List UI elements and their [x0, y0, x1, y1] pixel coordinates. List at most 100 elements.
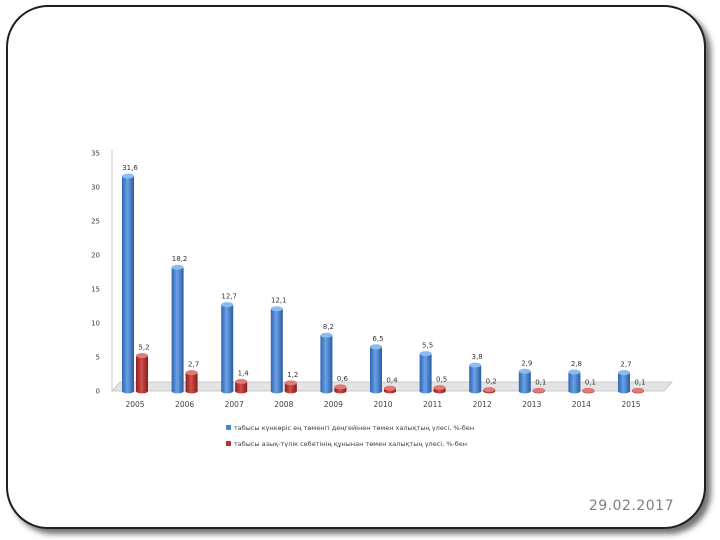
bar-top-cap [433, 385, 446, 391]
x-tick-label: 2009 [324, 400, 343, 409]
bar-top-cap [582, 387, 595, 393]
bar-top-cap [270, 306, 283, 312]
bar-series-1 [122, 176, 134, 391]
bar-base-cap [270, 388, 283, 394]
bar-top-cap [235, 378, 248, 384]
x-tick-label: 2015 [621, 400, 640, 409]
data-label: 0,6 [337, 375, 349, 383]
bar-series-1 [419, 353, 432, 391]
bar-series-2 [136, 355, 148, 391]
bar-top-cap [370, 344, 382, 350]
bar-base-cap [518, 388, 531, 394]
data-label: 1,4 [238, 369, 250, 377]
x-tick-label: 2012 [473, 400, 492, 409]
data-label: 5,2 [138, 344, 149, 352]
bar-base-cap [284, 388, 297, 394]
data-label: 0,1 [585, 378, 596, 386]
bar-top-cap [469, 362, 482, 368]
data-label: 0,1 [535, 378, 546, 386]
y-tick-label: 35 [91, 150, 100, 158]
bar-series-2 [284, 382, 297, 391]
data-label: 2,7 [620, 361, 631, 369]
data-label: 6,5 [372, 335, 383, 343]
data-label: 2,8 [571, 360, 582, 368]
bar-top-cap [136, 353, 148, 359]
x-tick-label: 2007 [225, 400, 244, 409]
bar-base-cap [235, 388, 248, 394]
data-label: 12,7 [221, 293, 237, 301]
bar-top-cap [334, 384, 347, 390]
y-tick-label: 10 [91, 320, 100, 328]
bar-top-cap [122, 173, 134, 179]
bar-series-1 [618, 372, 630, 391]
bar-base-cap [221, 388, 234, 394]
x-tick-label: 2010 [373, 400, 392, 409]
y-axis-ticks: 0 5 10 15 20 25 30 35 [91, 150, 100, 396]
x-axis-ticks: 2005 2006 2007 2008 2009 2010 2011 2012 2013 2014… [125, 400, 640, 409]
bar-top-cap [632, 387, 644, 393]
bar-top-cap [419, 351, 432, 357]
data-label: 2,9 [521, 359, 532, 367]
bar-base-cap [136, 388, 148, 394]
bar-base-cap [568, 388, 581, 394]
y-tick-label: 25 [91, 218, 100, 226]
bar-series-1 [171, 267, 184, 391]
x-tick-label: 2005 [125, 400, 144, 409]
bar-top-cap [618, 370, 630, 376]
y-tick-label: 15 [91, 286, 100, 294]
data-label: 0,4 [386, 376, 398, 384]
bar-top-cap [532, 387, 545, 393]
bar-series-1 [270, 308, 283, 391]
bar-series-1 [370, 346, 382, 391]
bar-base-cap [334, 388, 347, 394]
data-label: 18,2 [172, 255, 188, 263]
bar-top-cap [221, 302, 234, 308]
legend-label-series-2: табысы азық-түлік себетінің құнынан төме… [234, 440, 467, 448]
x-tick-label: 2011 [423, 400, 442, 409]
legend-swatch-series-1 [226, 425, 231, 430]
bar-series-1 [221, 304, 234, 391]
bar-base-cap [122, 388, 134, 394]
bar-series-1 [469, 365, 482, 391]
bars-group [122, 173, 644, 394]
value-labels: 31,6 5,2 18,2 2,7 12,7 1,4 12,1 1,2 8,2 0,6 6,5 0,4… [122, 164, 645, 386]
x-tick-label: 2013 [522, 400, 541, 409]
legend: табысы күнкөріс ең төменгі деңгейінен тө… [226, 424, 474, 448]
bar-series-1 [518, 371, 531, 391]
data-label: 5,5 [422, 342, 433, 350]
data-label: 2,7 [188, 361, 199, 369]
data-label: 31,6 [122, 164, 138, 172]
x-tick-label: 2006 [175, 400, 194, 409]
bar-series-1 [320, 335, 333, 391]
x-tick-label: 2008 [274, 400, 293, 409]
legend-swatch-series-2 [226, 441, 231, 446]
bar-base-cap [419, 388, 432, 394]
bar-top-cap [483, 387, 496, 393]
x-tick-label: 2014 [572, 400, 591, 409]
data-label: 0,2 [486, 378, 497, 386]
bar-top-cap [384, 385, 396, 391]
bar-base-cap [469, 388, 482, 394]
bar-base-cap [171, 388, 184, 394]
slide-date: 29.02.2017 [588, 498, 674, 514]
y-tick-label: 20 [91, 252, 100, 260]
bar-top-cap [171, 264, 184, 270]
bar-top-cap [185, 370, 198, 376]
y-tick-label: 0 [96, 388, 100, 396]
bar-base-cap [370, 388, 382, 394]
bar-top-cap [284, 380, 297, 386]
bar-top-cap [320, 332, 333, 338]
bar-base-cap [320, 388, 333, 394]
legend-label-series-1: табысы күнкөріс ең төменгі деңгейінен тө… [234, 424, 474, 432]
bar-series-1 [568, 371, 581, 391]
y-tick-label: 5 [96, 354, 100, 362]
data-label: 0,5 [436, 376, 447, 384]
data-label: 3,8 [472, 353, 483, 361]
bar-top-cap [568, 369, 581, 375]
y-tick-label: 30 [91, 184, 100, 192]
data-label: 1,2 [287, 371, 298, 379]
bar-series-2 [235, 381, 248, 391]
bar-base-cap [185, 388, 198, 394]
bar-base-cap [618, 388, 630, 394]
